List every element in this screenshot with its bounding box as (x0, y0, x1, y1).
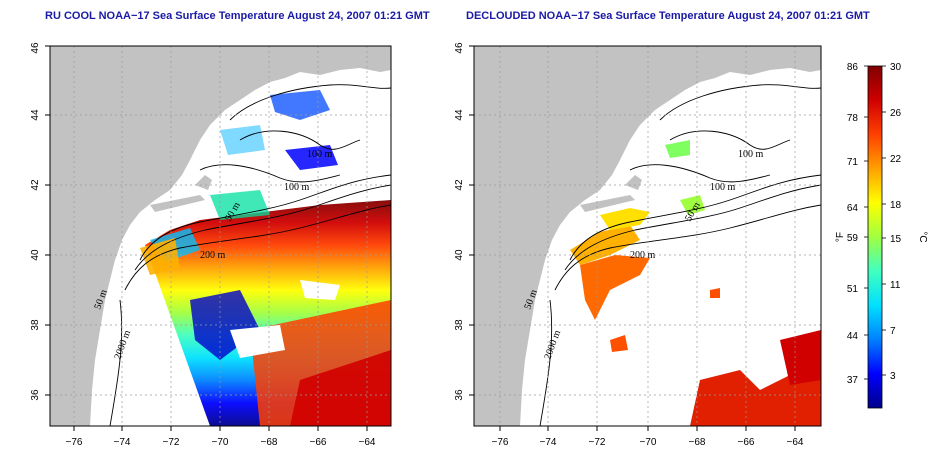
contour-label: 100 m (738, 149, 764, 160)
lon-tick-label: −64 (787, 437, 804, 448)
colorbar-c-tick: 30 (890, 62, 902, 73)
lon-tick-label: −68 (689, 437, 706, 448)
lat-tick-label: 38 (454, 319, 465, 331)
contour-label: 100 m (307, 149, 333, 160)
bathymetry-contours (109, 84, 391, 426)
lon-tick-label: −74 (114, 437, 131, 448)
lat-tick-label: 46 (454, 42, 465, 54)
colorbar-f-tick: 37 (847, 375, 859, 386)
lat-tick-label: 44 (454, 109, 465, 121)
lat-axis-left: 36 38 40 42 44 46 (30, 42, 50, 401)
colorbar-unit-c: °C (917, 231, 928, 242)
colorbar-c-tick: 26 (890, 108, 902, 119)
colorbar-f-tick: 78 (847, 113, 859, 124)
colorbar-c-tick: 3 (890, 371, 896, 382)
lon-tick-label: −72 (589, 437, 606, 448)
colorbar-unit-f: °F (835, 232, 846, 242)
colorbar-f-tick: 64 (847, 203, 859, 214)
colorbar-c-tick: 11 (890, 280, 901, 291)
lon-tick-label: −68 (261, 437, 278, 448)
lon-tick-label: −64 (359, 437, 376, 448)
colorbar-c-tick: 15 (890, 234, 902, 245)
lon-axis-right: −76 −74 −72 −70 −68 −66 −64 (492, 426, 804, 448)
contour-label: 100 m (710, 182, 736, 193)
contour-label: 200 m (200, 250, 226, 261)
grid-lines (50, 46, 391, 426)
lat-tick-label: 40 (454, 249, 465, 261)
cape-cod (195, 175, 212, 190)
colorbar-gradient (867, 65, 883, 409)
lon-tick-label: −66 (310, 437, 327, 448)
lon-tick-label: −72 (163, 437, 180, 448)
lat-tick-label: 46 (30, 42, 41, 54)
panel-title-left: RU COOL NOAA−17 Sea Surface Temperature … (45, 10, 430, 22)
lon-tick-label: −70 (640, 437, 657, 448)
colorbar-f-tick: 59 (847, 233, 859, 244)
colorbar-c-tick: 22 (890, 154, 902, 165)
lon-tick-label: −76 (66, 437, 83, 448)
lat-tick-label: 42 (30, 179, 41, 191)
panel-title-right: DECLOUDED NOAA−17 Sea Surface Temperatur… (466, 10, 870, 22)
lat-tick-label: 36 (30, 389, 41, 401)
long-island (150, 195, 205, 212)
lat-tick-label: 38 (30, 319, 41, 331)
lon-axis-left: −76 −74 −72 −70 −68 −66 −64 (66, 426, 376, 448)
colorbar-c-tick: 18 (890, 200, 902, 211)
lon-tick-label: −76 (492, 437, 509, 448)
lon-tick-label: −70 (212, 437, 229, 448)
lat-tick-label: 44 (30, 109, 41, 121)
colorbar: 86 78 71 64 59 51 44 37 30 26 22 18 15 1… (835, 62, 928, 409)
lon-tick-label: −74 (540, 437, 557, 448)
land-mass (50, 46, 391, 426)
land-mass (474, 46, 821, 426)
lat-tick-label: 36 (454, 389, 465, 401)
sst-map-right: 100 m 100 m 50 m 200 m 50 m 2000 m (474, 46, 821, 426)
colorbar-f-tick: 44 (847, 331, 859, 342)
colorbar-f-tick: 86 (847, 62, 859, 73)
lat-tick-label: 42 (454, 179, 465, 191)
colorbar-f-tick: 71 (847, 157, 859, 168)
contour-label: 200 m (630, 250, 656, 261)
colorbar-f-tick: 51 (847, 284, 859, 295)
lat-axis-right: 36 38 40 42 44 46 (454, 42, 474, 401)
lon-tick-label: −66 (738, 437, 755, 448)
contour-label: 100 m (284, 182, 310, 193)
colorbar-c-tick: 7 (890, 326, 896, 337)
lat-tick-label: 40 (30, 249, 41, 261)
